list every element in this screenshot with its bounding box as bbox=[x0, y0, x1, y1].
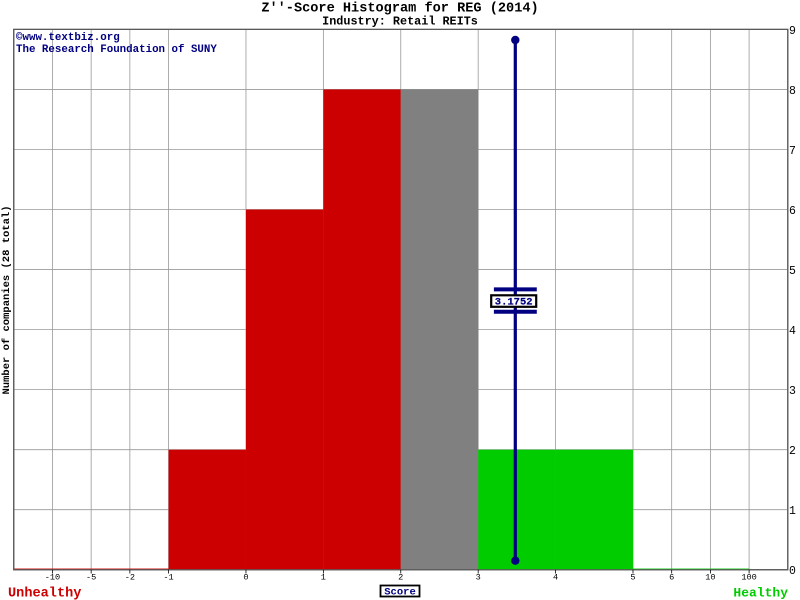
svg-text:3: 3 bbox=[476, 573, 481, 583]
svg-text:2: 2 bbox=[398, 573, 403, 583]
svg-text:3.1752: 3.1752 bbox=[495, 296, 533, 308]
svg-text:6: 6 bbox=[789, 205, 796, 218]
svg-text:Industry: Retail REITs: Industry: Retail REITs bbox=[322, 15, 478, 29]
svg-text:2: 2 bbox=[789, 445, 796, 458]
svg-text:Healthy: Healthy bbox=[733, 586, 788, 600]
svg-text:-2: -2 bbox=[125, 573, 135, 583]
svg-text:0: 0 bbox=[243, 573, 248, 583]
svg-text:0: 0 bbox=[789, 565, 796, 578]
svg-text:1: 1 bbox=[789, 505, 796, 518]
svg-text:4: 4 bbox=[553, 573, 558, 583]
svg-text:-10: -10 bbox=[45, 573, 60, 583]
svg-text:-1: -1 bbox=[163, 573, 173, 583]
svg-text:1: 1 bbox=[321, 573, 326, 583]
svg-text:Score: Score bbox=[384, 586, 416, 598]
svg-text:9: 9 bbox=[789, 25, 796, 38]
svg-text:Unhealthy: Unhealthy bbox=[8, 587, 81, 600]
svg-text:100: 100 bbox=[741, 573, 756, 583]
svg-text:-5: -5 bbox=[86, 573, 96, 583]
svg-text:6: 6 bbox=[669, 573, 674, 583]
svg-text:3: 3 bbox=[789, 385, 796, 398]
svg-text:Number of companies (28 total): Number of companies (28 total) bbox=[1, 205, 13, 394]
svg-text:©www.textbiz.org: ©www.textbiz.org bbox=[16, 32, 120, 44]
svg-text:8: 8 bbox=[789, 85, 796, 98]
svg-text:4: 4 bbox=[789, 325, 796, 338]
svg-text:10: 10 bbox=[705, 573, 715, 583]
svg-text:7: 7 bbox=[789, 145, 796, 158]
svg-text:5: 5 bbox=[789, 265, 796, 278]
svg-text:5: 5 bbox=[630, 573, 635, 583]
svg-text:The Research Foundation of SUN: The Research Foundation of SUNY bbox=[16, 44, 217, 56]
